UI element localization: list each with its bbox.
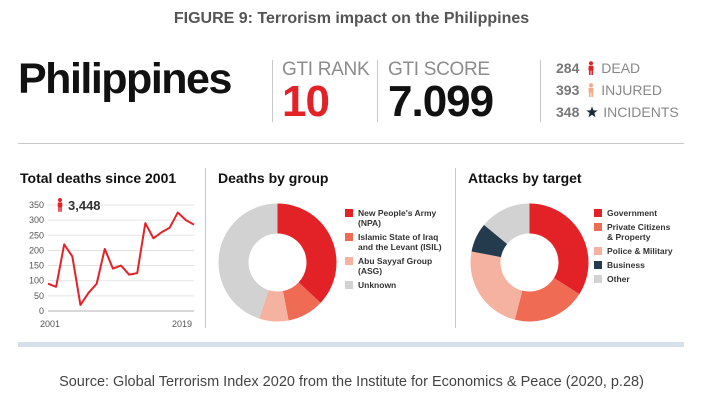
country-name: Philippines (18, 55, 232, 103)
deaths-series-line (47, 211, 195, 306)
stat-injured-label: INJURED (601, 82, 662, 98)
legend-swatch (594, 247, 602, 255)
stat-incidents: 348 INCIDENTS (556, 104, 679, 122)
legend-label: Business (607, 260, 645, 270)
target-slice (514, 278, 580, 322)
header-divider (272, 60, 273, 122)
group-slice (277, 203, 337, 303)
target-legend-item: Police & Military (594, 246, 698, 256)
panel-divider (455, 168, 456, 328)
stat-dead-value: 284 (556, 60, 580, 76)
group-chart-title: Deaths by group (218, 170, 329, 186)
stat-injured: 393 INJURED (556, 82, 662, 100)
y-tick-label: 250 (29, 230, 44, 240)
target-chart-title: Attacks by target (468, 170, 582, 186)
stat-incidents-label: INCIDENTS (603, 104, 679, 120)
y-tick-label: 350 (29, 200, 44, 210)
legend-swatch (345, 209, 353, 217)
group-slice (259, 290, 289, 322)
stat-dead-label: DEAD (601, 60, 641, 76)
target-slice (529, 203, 589, 295)
x-tick-label: 2001 (40, 319, 60, 329)
target-legend-item: Private Citizens & Property (594, 222, 698, 242)
target-slice (470, 251, 523, 320)
header-rule (18, 143, 684, 144)
legend-swatch (594, 275, 602, 283)
target-slice (484, 203, 530, 245)
legend-label: Abu Sayyaf Group (ASG) (358, 256, 433, 276)
target-legend-item: Government (594, 208, 698, 218)
header-divider (377, 60, 378, 122)
legend-swatch (345, 233, 353, 241)
legend-label: Government (607, 208, 658, 218)
legend-label: New People's Army (NPA) (358, 208, 437, 228)
stat-injured-value: 393 (556, 82, 580, 98)
legend-swatch (594, 223, 602, 231)
legend-swatch (345, 281, 353, 289)
source-note: Source: Global Terrorism Index 2020 from… (59, 374, 644, 390)
stat-incidents-value: 348 (556, 104, 580, 120)
gti-score-value: 7.099 (388, 77, 494, 126)
deaths-by-group-legend: New People's Army (NPA) Islamic State of I… (345, 208, 453, 294)
group-legend-item: Abu Sayyaf Group (ASG) (345, 256, 453, 276)
legend-label: Islamic State of Iraq and the Levant (ISI… (358, 232, 442, 252)
group-legend-item: Islamic State of Iraq and the Levant (ISI… (345, 232, 453, 252)
y-tick-label: 0 (39, 306, 44, 316)
target-legend-item: Business (594, 260, 698, 270)
y-tick-label: 150 (29, 261, 44, 271)
star-icon (586, 106, 598, 118)
gti-score-label: GTI SCORE (388, 59, 490, 80)
x-tick-label: 2019 (172, 319, 192, 329)
group-slice (282, 282, 321, 321)
attacks-by-target-legend: Government Private Citizens & Property Poli… (594, 208, 698, 288)
group-legend-item: New People's Army (NPA) (345, 208, 453, 228)
panel-divider (205, 168, 206, 328)
legend-swatch (594, 209, 602, 217)
group-slice (218, 203, 278, 319)
gti-rank-label: GTI RANK (282, 59, 370, 80)
person-icon (588, 83, 594, 97)
legend-swatch (345, 257, 353, 265)
header-divider (540, 60, 541, 122)
y-tick-label: 300 (29, 215, 44, 225)
y-tick-label: 200 (29, 245, 44, 255)
legend-swatch (594, 261, 602, 269)
group-legend-item: Unknown (345, 280, 453, 290)
legend-label: Private Citizens & Property (607, 222, 671, 242)
footer-rule (18, 342, 684, 347)
person-icon (588, 61, 594, 75)
target-legend-item: Other (594, 274, 698, 284)
legend-label: Police & Military (607, 246, 673, 256)
gti-rank-value: 10 (282, 77, 330, 126)
target-slice (471, 224, 508, 258)
y-tick-label: 100 (29, 276, 44, 286)
y-tick-label: 50 (34, 291, 44, 301)
person-icon (57, 198, 63, 212)
deaths-by-group-donut (218, 203, 337, 322)
figure-title: FIGURE 9: Terrorism impact on the Philip… (173, 10, 530, 27)
legend-label: Other (607, 274, 630, 284)
line-chart-title: Total deaths since 2001 (20, 170, 177, 186)
deaths-line-chart: 0 50 100 150 200 250 300 350 2001 2019 3,448 (29, 198, 195, 329)
stat-dead: 284 DEAD (556, 60, 640, 78)
total-deaths-value: 3,448 (68, 198, 101, 213)
attacks-by-target-donut (470, 203, 589, 322)
legend-label: Unknown (358, 280, 397, 290)
